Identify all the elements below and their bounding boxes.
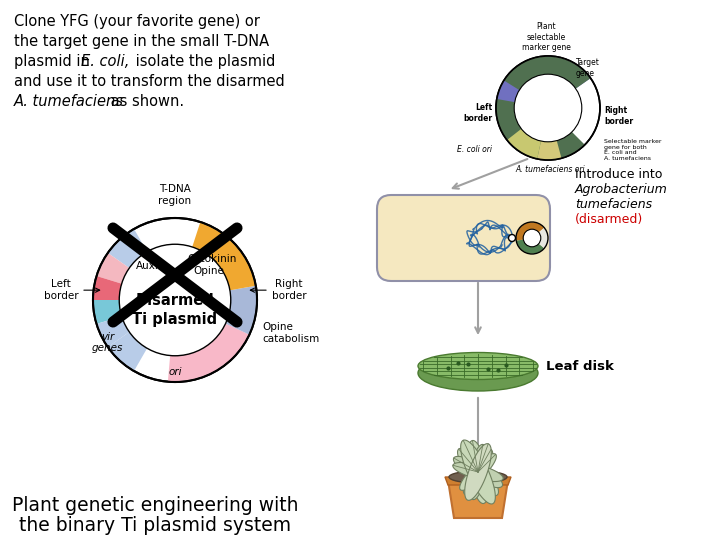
Text: the target gene in the small T-DNA: the target gene in the small T-DNA xyxy=(14,34,269,49)
Text: E. coli,: E. coli, xyxy=(81,54,130,69)
Text: T-DNA
region: T-DNA region xyxy=(158,184,192,206)
Polygon shape xyxy=(109,332,147,370)
FancyBboxPatch shape xyxy=(377,195,550,281)
Ellipse shape xyxy=(449,471,507,483)
Polygon shape xyxy=(461,440,495,504)
Text: plasmid in: plasmid in xyxy=(14,54,94,69)
Text: and use it to transform the disarmed: and use it to transform the disarmed xyxy=(14,74,284,89)
Polygon shape xyxy=(97,253,130,284)
Polygon shape xyxy=(535,57,572,78)
Polygon shape xyxy=(225,300,256,334)
Text: Selectable marker
gene for both
E. coli and
A. tumefaciens: Selectable marker gene for both E. coli … xyxy=(604,139,662,161)
Polygon shape xyxy=(457,448,498,496)
Ellipse shape xyxy=(418,353,538,380)
Text: Plant
selectable
marker gene: Plant selectable marker gene xyxy=(521,22,570,52)
Text: Target
gene: Target gene xyxy=(576,58,600,78)
Text: E. coli ori: E. coli ori xyxy=(457,145,492,154)
Polygon shape xyxy=(94,276,122,300)
Circle shape xyxy=(523,230,541,247)
Polygon shape xyxy=(445,477,511,485)
Circle shape xyxy=(508,234,516,241)
Text: A. tumefaciens ori: A. tumefaciens ori xyxy=(516,165,585,174)
Polygon shape xyxy=(97,316,130,347)
Text: (disarmed): (disarmed) xyxy=(575,213,643,226)
Polygon shape xyxy=(469,444,487,500)
Polygon shape xyxy=(537,140,562,159)
Text: as shown.: as shown. xyxy=(106,94,184,109)
Polygon shape xyxy=(539,228,548,248)
Polygon shape xyxy=(168,323,248,381)
Polygon shape xyxy=(459,454,496,490)
Text: Auxin: Auxin xyxy=(135,261,165,271)
Polygon shape xyxy=(497,57,590,159)
Polygon shape xyxy=(516,240,544,254)
Polygon shape xyxy=(454,456,503,488)
Polygon shape xyxy=(109,230,147,268)
Polygon shape xyxy=(467,441,488,504)
Polygon shape xyxy=(464,444,491,501)
Text: Disarmed
Ti plasmid: Disarmed Ti plasmid xyxy=(132,293,217,327)
Polygon shape xyxy=(453,462,503,482)
Polygon shape xyxy=(564,63,590,89)
Polygon shape xyxy=(516,222,544,241)
Text: vir
genes: vir genes xyxy=(92,332,123,354)
Polygon shape xyxy=(448,480,508,518)
Polygon shape xyxy=(463,449,492,495)
Polygon shape xyxy=(508,129,541,158)
Polygon shape xyxy=(192,223,255,291)
Text: Agrobacterium: Agrobacterium xyxy=(575,183,667,196)
Text: isolate the plasmid: isolate the plasmid xyxy=(131,54,275,69)
Text: Plant genetic engineering with: Plant genetic engineering with xyxy=(12,496,298,515)
Text: tumefaciens: tumefaciens xyxy=(575,198,652,211)
Circle shape xyxy=(496,56,600,160)
Text: Opine
catabolism: Opine catabolism xyxy=(262,322,319,343)
Circle shape xyxy=(514,75,582,141)
Text: Clone YFG (your favorite gene) or: Clone YFG (your favorite gene) or xyxy=(14,14,260,29)
Polygon shape xyxy=(515,58,539,82)
Text: Right
border: Right border xyxy=(604,106,633,126)
Circle shape xyxy=(93,218,257,382)
Text: Right
border: Right border xyxy=(251,279,306,301)
Ellipse shape xyxy=(418,355,538,391)
Text: Introduce into: Introduce into xyxy=(575,168,662,181)
Text: Left
border: Left border xyxy=(463,103,492,123)
Polygon shape xyxy=(230,286,256,300)
Polygon shape xyxy=(498,80,519,102)
Text: Opine: Opine xyxy=(193,266,224,276)
Text: ori: ori xyxy=(168,367,181,377)
Text: Leaf disk: Leaf disk xyxy=(546,360,614,373)
Text: A. tumefaciens: A. tumefaciens xyxy=(14,94,124,109)
Text: the binary Ti plasmid system: the binary Ti plasmid system xyxy=(19,516,291,535)
Circle shape xyxy=(120,245,230,355)
Polygon shape xyxy=(94,300,122,324)
Text: Left
border: Left border xyxy=(44,279,99,301)
Text: Cytokinin: Cytokinin xyxy=(187,254,236,264)
